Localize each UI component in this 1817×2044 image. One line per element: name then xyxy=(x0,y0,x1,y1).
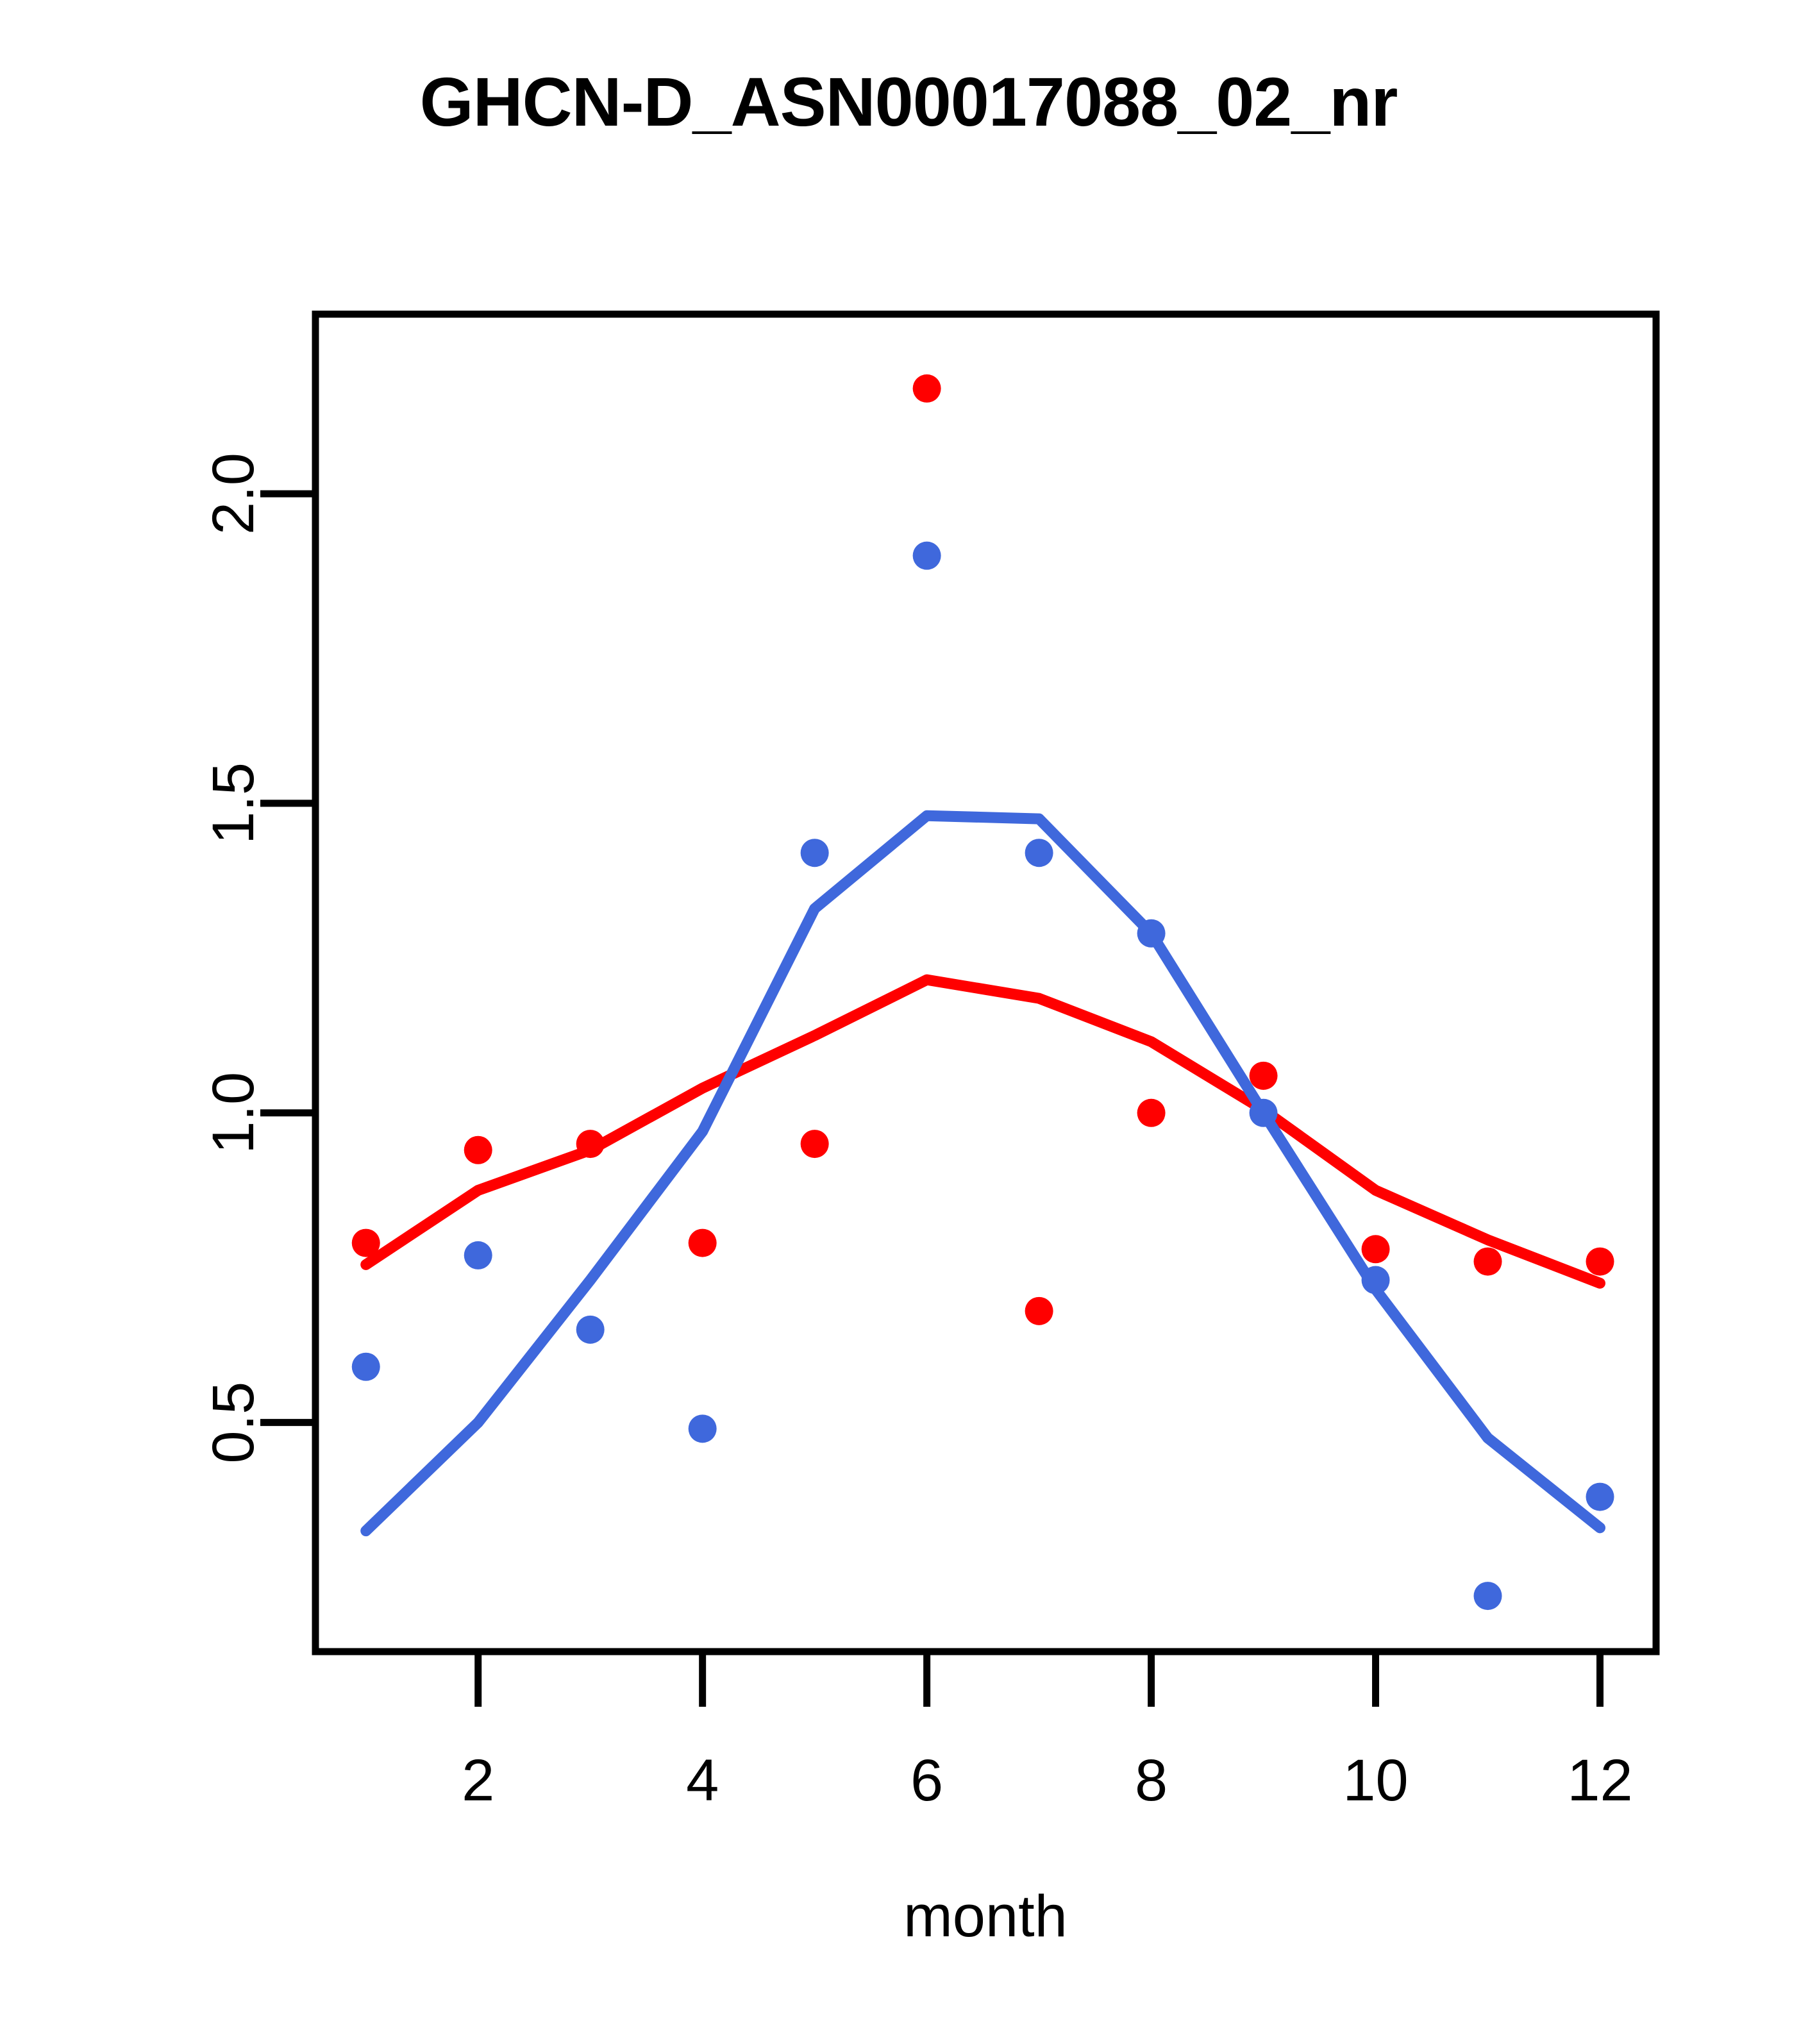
data-point xyxy=(688,1228,717,1257)
y-tick-label: 1.5 xyxy=(201,762,266,844)
data-point xyxy=(912,374,941,403)
data-point xyxy=(464,1241,492,1269)
data-point xyxy=(576,1315,605,1344)
data-point xyxy=(1361,1266,1390,1294)
y-tick-label: 1.0 xyxy=(201,1072,266,1154)
data-point xyxy=(1137,1098,1166,1127)
y-axis-tick-labels: 0.5 1.0 1.5 2.0 xyxy=(201,453,266,1464)
data-point xyxy=(1361,1235,1390,1264)
x-tick-label: 6 xyxy=(910,1748,943,1813)
data-point xyxy=(1025,839,1053,867)
x-axis-title: month xyxy=(903,1884,1068,1949)
page-title: GHCN-D_ASN00017088_02_nr xyxy=(419,63,1398,140)
series-line-blue-line xyxy=(360,810,1606,1537)
data-point xyxy=(351,1228,380,1257)
series-lines xyxy=(360,810,1606,1537)
x-tick-label: 10 xyxy=(1343,1748,1408,1813)
data-point xyxy=(1473,1247,1502,1276)
data-point xyxy=(1249,1098,1278,1127)
x-tick-label: 4 xyxy=(686,1748,719,1813)
series-line-red-line xyxy=(360,974,1606,1289)
data-point xyxy=(1473,1582,1502,1611)
x-axis-ticks xyxy=(474,1652,1604,1707)
x-tick-label: 8 xyxy=(1135,1748,1168,1813)
data-point xyxy=(576,1130,605,1159)
y-tick-label: 0.5 xyxy=(201,1382,266,1464)
data-point xyxy=(464,1135,492,1164)
data-point xyxy=(1025,1296,1053,1325)
y-tick-label: 2.0 xyxy=(201,453,266,535)
x-tick-label: 2 xyxy=(462,1748,494,1813)
x-axis-tick-labels: 2 4 6 8 10 12 xyxy=(462,1748,1633,1813)
data-point xyxy=(1586,1247,1614,1276)
plot-frame xyxy=(312,310,1660,1655)
data-point xyxy=(688,1414,717,1443)
data-point xyxy=(912,541,941,570)
series-points xyxy=(351,374,1614,1611)
data-point xyxy=(1586,1482,1614,1511)
data-point xyxy=(800,839,829,867)
data-point xyxy=(1137,919,1166,948)
data-point xyxy=(800,1130,829,1159)
data-point xyxy=(351,1352,380,1381)
data-point xyxy=(1249,1061,1278,1090)
x-tick-label: 12 xyxy=(1567,1748,1632,1813)
y-axis-ticks xyxy=(260,490,315,1427)
